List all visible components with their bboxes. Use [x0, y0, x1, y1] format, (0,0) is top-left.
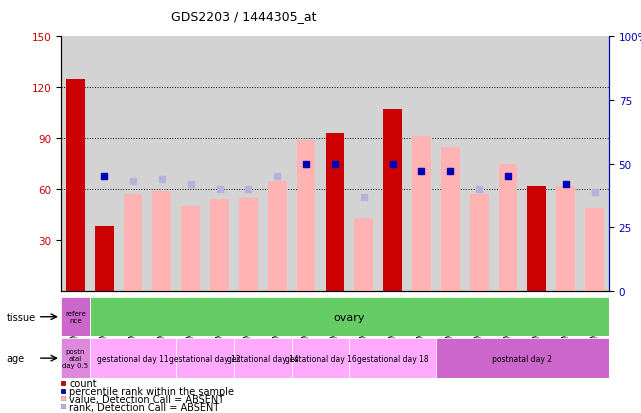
Bar — [239, 198, 258, 291]
Bar — [234, 339, 292, 378]
Text: postn
atal
day 0.5: postn atal day 0.5 — [62, 348, 88, 368]
Bar — [326, 134, 344, 291]
Text: value, Detection Call = ABSENT: value, Detection Call = ABSENT — [69, 394, 224, 404]
Bar — [95, 227, 113, 291]
Text: GDS2203 / 1444305_at: GDS2203 / 1444305_at — [171, 10, 316, 23]
Bar — [528, 186, 546, 291]
Bar — [66, 80, 85, 291]
Bar — [90, 339, 176, 378]
Bar — [441, 147, 460, 291]
Text: gestational day 18: gestational day 18 — [357, 354, 428, 363]
Bar — [499, 164, 517, 291]
Bar — [61, 297, 90, 337]
Bar — [349, 339, 436, 378]
Bar — [210, 200, 229, 291]
Text: count: count — [69, 378, 97, 388]
Bar — [470, 195, 488, 291]
Bar — [181, 206, 200, 291]
Text: gestational day 16: gestational day 16 — [285, 354, 356, 363]
Bar — [124, 195, 142, 291]
Text: percentile rank within the sample: percentile rank within the sample — [69, 386, 235, 396]
Text: gestational day 12: gestational day 12 — [169, 354, 241, 363]
Bar — [585, 208, 604, 291]
Text: refere
nce: refere nce — [65, 311, 86, 323]
Text: gestational day 14: gestational day 14 — [227, 354, 299, 363]
Text: postnatal day 2: postnatal day 2 — [492, 354, 553, 363]
Bar — [153, 191, 171, 291]
Bar — [383, 110, 402, 291]
Bar — [412, 137, 431, 291]
Bar — [176, 339, 234, 378]
Bar — [292, 339, 349, 378]
Bar — [268, 181, 287, 291]
Bar — [297, 140, 315, 291]
Bar — [556, 186, 575, 291]
Bar — [61, 339, 90, 378]
Bar — [436, 339, 609, 378]
Text: rank, Detection Call = ABSENT: rank, Detection Call = ABSENT — [69, 402, 220, 412]
Text: age: age — [6, 353, 24, 363]
Text: gestational day 11: gestational day 11 — [97, 354, 169, 363]
Text: tissue: tissue — [6, 312, 35, 322]
Text: ovary: ovary — [333, 312, 365, 322]
Bar — [354, 218, 373, 291]
